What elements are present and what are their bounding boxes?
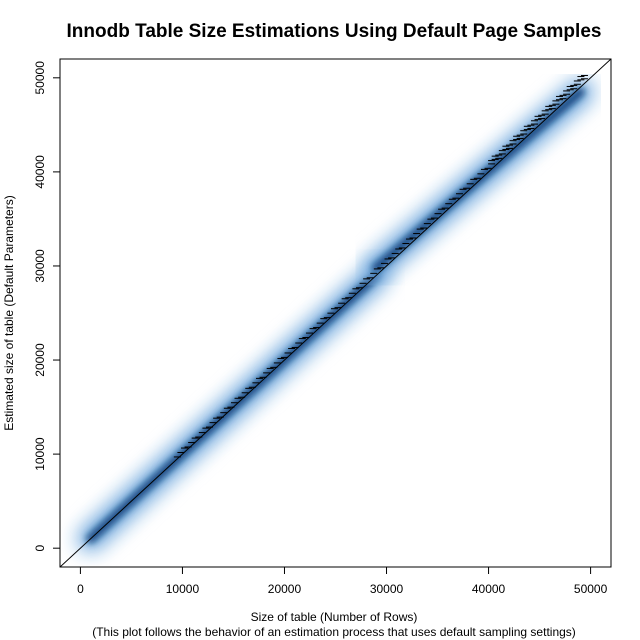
identity-reference-line [60, 59, 611, 567]
y-tick-label: 20000 [33, 343, 47, 377]
y-tick-label: 50000 [33, 61, 47, 95]
x-tick-label: 50000 [574, 582, 608, 596]
reference-line [60, 59, 611, 567]
x-axis-label: Size of table (Number of Rows) [251, 610, 418, 624]
plot-frame [59, 58, 612, 568]
y-tick-label: 10000 [33, 437, 47, 471]
y-tick-label: 0 [33, 545, 47, 552]
x-tick-label: 30000 [370, 582, 404, 596]
x-tick-label: 10000 [166, 582, 200, 596]
density-band [73, 74, 598, 556]
y-tick-label: 30000 [33, 249, 47, 283]
x-tick-label: 0 [77, 582, 84, 596]
x-axis-note: (This plot follows the behavior of an es… [92, 625, 576, 639]
density-core-1 [371, 87, 585, 273]
y-axis: 0 10000 20000 30000 40000 50000 [33, 61, 60, 552]
x-tick-label: 20000 [268, 582, 302, 596]
x-axis: 0 10000 20000 30000 40000 50000 [77, 567, 608, 596]
y-tick-label: 40000 [33, 155, 47, 189]
chart-title: Innodb Table Size Estimations Using Defa… [67, 21, 602, 42]
x-tick-label: 40000 [472, 582, 506, 596]
y-axis-label: Estimated size of table (Default Paramet… [2, 195, 16, 430]
